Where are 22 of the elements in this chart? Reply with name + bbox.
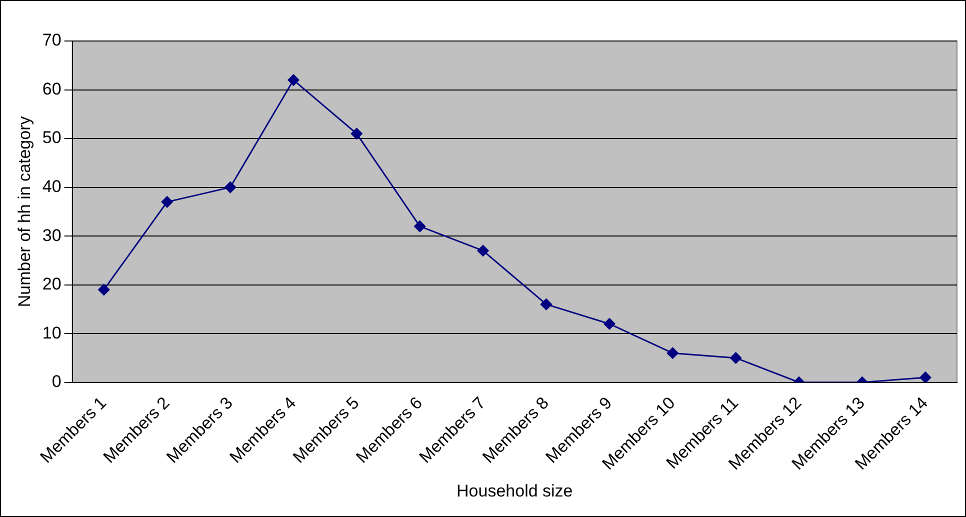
x-axis-title: Household size	[456, 481, 573, 500]
y-tick-label: 50	[42, 128, 62, 148]
point	[414, 220, 426, 232]
y-tick-label: 10	[42, 323, 62, 342]
point	[477, 244, 489, 256]
y-tick-label: 40	[42, 176, 62, 196]
point	[288, 74, 300, 86]
point	[350, 128, 362, 140]
point	[540, 298, 552, 310]
y-tick-label: 70	[42, 30, 62, 50]
point	[920, 372, 932, 382]
point	[730, 352, 742, 364]
y-tick-label: 0	[52, 372, 62, 392]
point	[604, 318, 616, 330]
y-axis-title: Number of hh in category	[14, 116, 34, 308]
y-tick-label: 30	[42, 226, 62, 245]
point	[224, 182, 236, 194]
y-tick-label: 60	[42, 79, 62, 98]
point	[161, 196, 173, 208]
y-tick-label: 20	[42, 274, 62, 294]
point	[98, 284, 110, 296]
point	[666, 347, 678, 359]
